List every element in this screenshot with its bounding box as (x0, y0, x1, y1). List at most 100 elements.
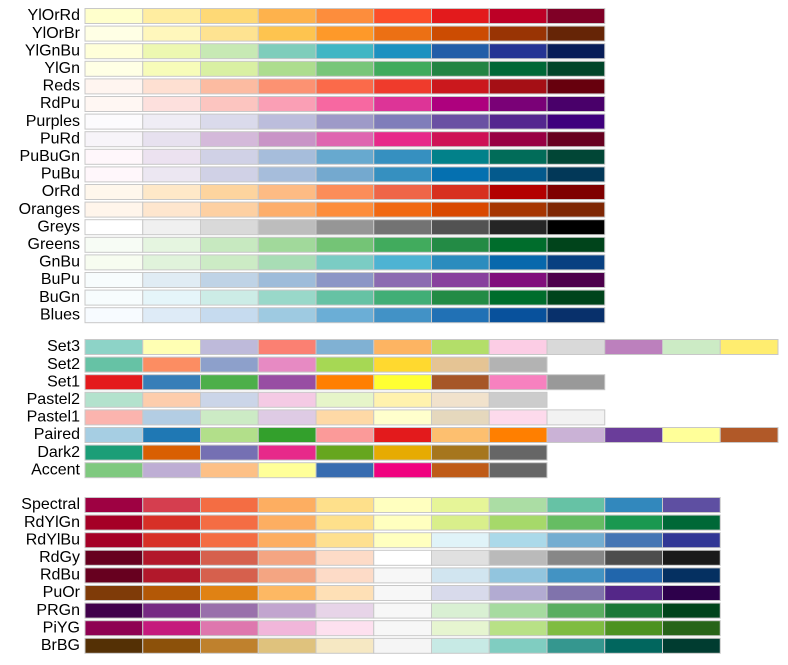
color-swatch (546, 236, 606, 253)
color-swatch (604, 637, 663, 654)
color-swatch (431, 356, 490, 373)
color-swatch (257, 444, 317, 461)
color-swatch (431, 567, 490, 584)
color-swatch (142, 131, 201, 148)
color-swatch (315, 78, 375, 95)
color-swatch (315, 289, 375, 306)
color-swatch (546, 427, 606, 443)
color-swatch (315, 148, 375, 165)
color-swatch (488, 78, 548, 95)
color-swatch (84, 184, 144, 200)
palette-name: Pastel2 (27, 391, 80, 408)
color-swatch (84, 43, 144, 60)
color-swatch (200, 184, 259, 200)
color-swatch (546, 8, 606, 24)
color-swatch (142, 254, 201, 271)
color-swatch (662, 339, 721, 355)
color-swatch (257, 567, 317, 584)
color-swatch (431, 307, 490, 324)
color-swatch (488, 96, 548, 112)
color-swatch (546, 113, 606, 130)
color-swatch (546, 219, 606, 236)
color-swatch (431, 374, 490, 391)
color-swatch (431, 43, 490, 60)
color-swatch (546, 409, 606, 426)
color-swatch (142, 514, 201, 531)
color-swatch (431, 497, 490, 513)
color-swatch (84, 307, 144, 324)
color-swatch (315, 620, 375, 637)
palette-name: Purples (26, 113, 80, 130)
color-swatch (662, 514, 721, 531)
color-swatch (315, 497, 375, 513)
palette-name: Dark2 (37, 444, 80, 461)
color-swatch (373, 339, 432, 355)
color-swatch (257, 427, 317, 443)
color-swatch (662, 427, 721, 443)
color-swatch (315, 409, 375, 426)
color-swatch (257, 148, 317, 165)
color-swatch (315, 549, 375, 566)
color-swatch (488, 391, 548, 408)
color-swatch (200, 409, 259, 426)
palette-name: Set1 (47, 373, 80, 390)
color-swatch (142, 409, 201, 426)
color-swatch (84, 462, 144, 479)
color-swatch (488, 427, 548, 443)
color-swatch (431, 78, 490, 95)
color-swatch (200, 339, 259, 355)
color-swatch (662, 567, 721, 584)
color-swatch (488, 549, 548, 566)
color-swatch (84, 236, 144, 253)
color-swatch (662, 549, 721, 566)
color-swatch (431, 60, 490, 77)
color-swatch (662, 585, 721, 601)
color-swatch (142, 166, 201, 183)
color-swatch (84, 78, 144, 95)
color-swatch (200, 8, 259, 24)
color-swatch (257, 391, 317, 408)
color-swatch (142, 585, 201, 601)
color-swatch (546, 272, 606, 288)
color-swatch (84, 620, 144, 637)
color-swatch (546, 166, 606, 183)
color-swatch (200, 620, 259, 637)
color-swatch (546, 374, 606, 391)
color-swatch (84, 60, 144, 77)
color-swatch (431, 444, 490, 461)
color-swatch (257, 60, 317, 77)
color-swatch (315, 166, 375, 183)
color-swatch (142, 8, 201, 24)
color-swatch (373, 272, 432, 288)
color-swatch (488, 409, 548, 426)
color-swatch (142, 236, 201, 253)
palette-name: YlGn (44, 60, 80, 77)
color-swatch (257, 620, 317, 637)
color-swatch (315, 585, 375, 601)
color-swatch (200, 391, 259, 408)
color-swatch (431, 254, 490, 271)
color-swatch (373, 289, 432, 306)
color-swatch (84, 497, 144, 513)
color-swatch (546, 148, 606, 165)
color-swatch (373, 585, 432, 601)
color-swatch (546, 184, 606, 200)
color-swatch (257, 166, 317, 183)
color-swatch (604, 620, 663, 637)
color-swatch (200, 254, 259, 271)
color-swatch (142, 289, 201, 306)
color-swatch (488, 236, 548, 253)
color-swatch (84, 585, 144, 601)
color-swatch (84, 8, 144, 24)
color-swatch (142, 272, 201, 288)
color-swatch (200, 289, 259, 306)
color-swatch (546, 620, 606, 637)
color-swatch (200, 497, 259, 513)
color-swatch (431, 236, 490, 253)
palette-name: RdGy (39, 549, 80, 566)
palette-name: PiYG (43, 619, 80, 636)
palette-name: BrBG (41, 637, 80, 654)
color-swatch (719, 427, 779, 443)
color-swatch (142, 497, 201, 513)
